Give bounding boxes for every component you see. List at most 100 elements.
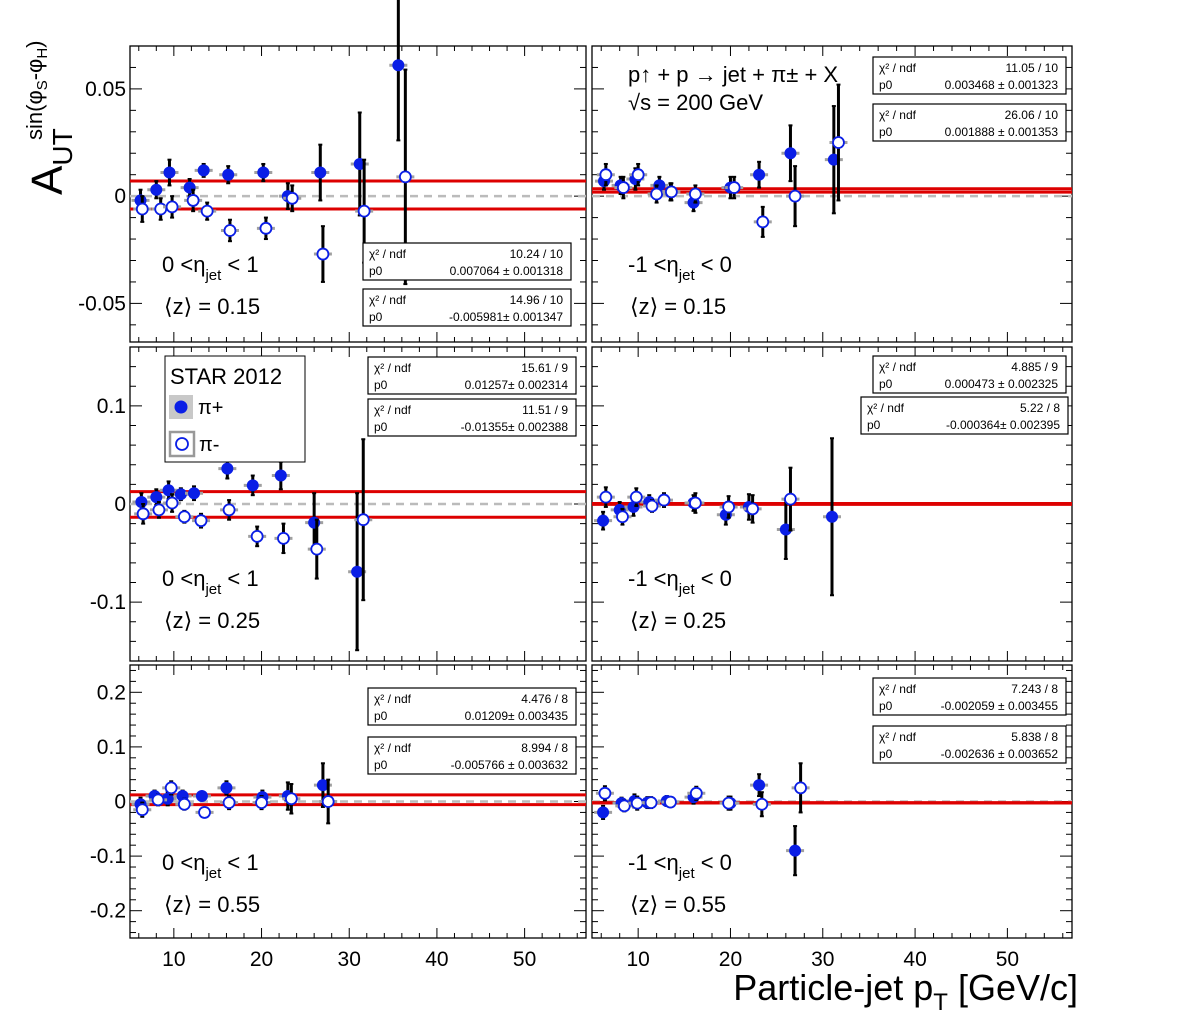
y-title-sup-h: H [34, 48, 51, 59]
point-piminus [688, 187, 702, 201]
stat-p0-label: p0 [369, 310, 383, 324]
z-label: ⟨z⟩ = 0.15 [164, 294, 260, 319]
stat-box [872, 725, 1067, 764]
stat-box [362, 288, 572, 327]
stat-p0-value: 0.003468 ± 0.001323 [945, 78, 1059, 92]
point-piplus [150, 183, 163, 196]
point-piminus [357, 204, 371, 218]
y-title-sup-mid: -φ [22, 59, 47, 81]
point-piplus [779, 523, 792, 536]
svg-text:sin(φS-φH): sin(φS-φH) [22, 41, 51, 141]
x-tick-label: 30 [811, 948, 834, 971]
point-piplus [195, 790, 208, 803]
y-tick-label: -0.1 [90, 591, 126, 614]
point-piplus [163, 166, 176, 179]
legend-piplus-label: π+ [198, 397, 223, 419]
x-tick-label: 20 [719, 948, 742, 971]
point-piminus [255, 796, 268, 809]
point-piminus [321, 795, 335, 808]
stat-chi2-label: χ² / ndf [879, 730, 917, 744]
point-piminus [664, 795, 677, 809]
point-piplus [222, 168, 235, 181]
eta-label: 0 <ηjet < 1 [162, 566, 259, 598]
point-piminus [316, 247, 330, 261]
point-piminus [277, 531, 290, 545]
y-title-main: A [23, 165, 72, 195]
point-piminus [722, 500, 736, 514]
panel-1-0: -0.1 0 0.1 χ² / ndf 15.61 / 9 p0 0.01257± 0.00… [90, 346, 587, 662]
legend-piplus-marker [174, 400, 188, 414]
legend-piminus-label: π- [199, 434, 219, 456]
point-piminus [285, 191, 299, 205]
y-tick-label: 0.1 [97, 395, 126, 418]
point-piminus [222, 503, 236, 517]
point-piminus [650, 187, 664, 201]
z-label: ⟨z⟩ = 0.55 [164, 892, 260, 917]
point-piminus [832, 136, 845, 149]
point-piminus [177, 510, 191, 524]
point-piminus [722, 796, 736, 810]
eta-label: -1 <ηjet < 0 [628, 566, 732, 598]
eta-label: 0 <ηjet < 1 [162, 252, 259, 284]
stat-chi2-value: 11.05 / 10 [1006, 61, 1059, 75]
point-piplus [257, 166, 270, 179]
legend: STAR 2012 π+ π- [164, 355, 306, 463]
stat-p0-label: p0 [867, 418, 881, 432]
stat-chi2-label: χ² / ndf [374, 403, 412, 417]
point-piminus [688, 496, 702, 510]
legend-piminus-swatch [168, 430, 196, 458]
point-piminus [616, 510, 629, 524]
stat-p0-value: -0.005766 ± 0.003632 [451, 758, 569, 772]
point-piminus [756, 215, 770, 229]
point-piplus [597, 514, 610, 527]
stat-chi2-label: χ² / ndf [374, 361, 412, 375]
point-piplus [221, 462, 234, 475]
point-piplus [150, 491, 163, 504]
stat-p0-label: p0 [374, 709, 388, 723]
x-tick-label: 40 [903, 948, 926, 971]
point-piminus [152, 503, 166, 517]
point-piminus [222, 796, 236, 809]
point-piminus [135, 202, 149, 216]
point-piplus [135, 496, 148, 509]
point-piminus [165, 200, 179, 214]
point-piminus [689, 786, 703, 800]
point-piplus [597, 806, 610, 819]
panel-2-0: -0.2 -0.1 0 0.1 0.2 10 20 30 40 50 χ² / ndf 4.476 /… [90, 664, 587, 971]
point-piminus [186, 194, 200, 207]
svg-text:AUT: AUT [23, 128, 78, 195]
point-piminus [629, 490, 643, 504]
stat-chi2-label: χ² / ndf [369, 247, 407, 261]
panel-0-1: χ² / ndf 11.05 / 10 p0 0.003468 ± 0.001323 χ… [591, 45, 1073, 343]
point-piminus [164, 781, 178, 795]
x-tick-label: 40 [425, 948, 448, 971]
point-piminus [598, 786, 612, 800]
stat-chi2-value: 4.476 / 8 [521, 692, 568, 706]
y-tick-label: 0.1 [97, 736, 126, 759]
point-piminus [356, 513, 370, 527]
stat-chi2-value: 10.24 / 10 [510, 247, 564, 261]
point-piplus [351, 565, 364, 578]
point-piplus [188, 487, 201, 500]
point-piplus [753, 779, 766, 792]
eta-label: -1 <ηjet < 0 [628, 252, 732, 284]
point-piplus [784, 147, 797, 160]
stat-chi2-value: 5.22 / 8 [1020, 401, 1060, 415]
stat-chi2-label: χ² / ndf [879, 360, 917, 374]
stat-box [367, 736, 577, 775]
stat-chi2-label: χ² / ndf [879, 108, 917, 122]
x-tick-label: 10 [162, 948, 185, 971]
point-piminus [135, 803, 149, 817]
stat-box [367, 356, 577, 395]
stat-p0-value: -0.01355± 0.002388 [461, 420, 569, 434]
point-piminus [165, 496, 179, 510]
stat-p0-label: p0 [879, 78, 893, 92]
x-title-main: Particle-jet p [733, 967, 933, 1008]
x-tick-label: 10 [626, 948, 649, 971]
y-tick-label: 0 [114, 493, 126, 516]
x-axis-title: Particle-jet pT [GeV/c] [733, 967, 1078, 1016]
point-piminus [223, 224, 237, 237]
stat-p0-value: -0.000364± 0.002395 [946, 418, 1060, 432]
point-piminus [755, 797, 769, 811]
point-piminus [250, 529, 264, 543]
